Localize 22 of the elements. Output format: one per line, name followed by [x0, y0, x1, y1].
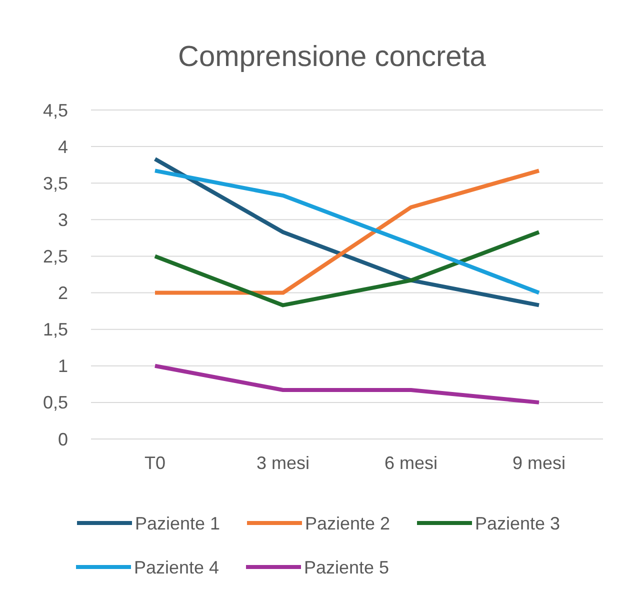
y-tick-label: 1 [58, 356, 68, 376]
y-tick-label: 0,5 [42, 392, 68, 413]
y-tick-label: 2 [58, 283, 68, 304]
legend-label: Paziente 4 [134, 557, 220, 578]
line-series [153, 156, 541, 308]
y-tick-label: 4 [58, 136, 68, 157]
x-tick-label: 3 mesi [256, 453, 310, 473]
y-tick-label: 0 [58, 429, 68, 450]
legend-label: Paziente 2 [305, 513, 390, 534]
y-tick-label: 3 [58, 210, 68, 230]
x-tick-label: 6 mesi [384, 453, 438, 473]
x-tick-label: T0 [144, 453, 166, 473]
y-tick-label: 1,5 [42, 320, 68, 340]
legend-label: Paziente 5 [304, 557, 390, 578]
legend-label: Paziente 1 [135, 513, 220, 534]
y-tick-label: 2,5 [42, 246, 68, 267]
y-tick-label: 3,5 [42, 173, 68, 194]
line-series [153, 230, 541, 308]
y-tick-label: 4,5 [42, 100, 68, 120]
chart-title: Comprensione concreta [178, 41, 487, 73]
x-tick-label: 9 mesi [512, 453, 566, 473]
legend-label: Paziente 3 [475, 513, 560, 534]
